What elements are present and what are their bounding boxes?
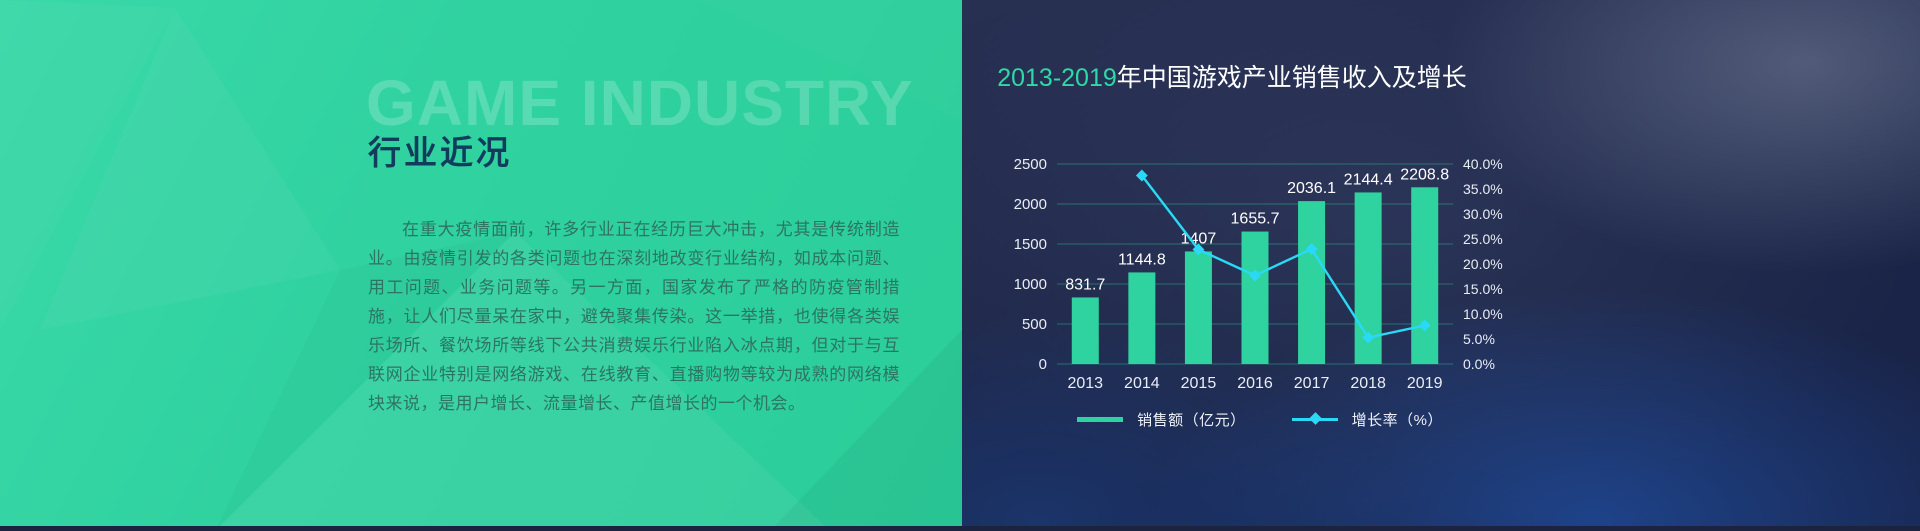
low-poly-decoration <box>40 8 830 531</box>
svg-text:1500: 1500 <box>1014 236 1047 253</box>
svg-text:5.0%: 5.0% <box>1463 331 1495 347</box>
bottom-edge-strip <box>0 526 1920 531</box>
bar-series-swatch-icon <box>1077 416 1124 422</box>
svg-text:25.0%: 25.0% <box>1463 231 1503 247</box>
svg-text:2018: 2018 <box>1350 375 1386 392</box>
svg-text:40.0%: 40.0% <box>1463 156 1503 172</box>
legend-label-growth: 增长率（%） <box>1351 411 1443 429</box>
chart-title-years: 2013-2019 <box>997 64 1117 92</box>
svg-text:2208.8: 2208.8 <box>1400 166 1449 183</box>
svg-text:10.0%: 10.0% <box>1463 306 1503 322</box>
svg-text:2144.4: 2144.4 <box>1344 171 1393 188</box>
svg-text:2500: 2500 <box>1014 156 1047 173</box>
left-panel: GAME INDUSTRY 行业近况 在重大疫情面前，许多行业正在经历巨大冲击，… <box>0 0 962 531</box>
svg-text:30.0%: 30.0% <box>1463 206 1503 222</box>
svg-text:2000: 2000 <box>1014 196 1047 213</box>
svg-text:2013: 2013 <box>1067 375 1103 392</box>
svg-text:1407: 1407 <box>1181 230 1217 247</box>
svg-text:2019: 2019 <box>1407 375 1443 392</box>
svg-text:2016: 2016 <box>1237 375 1273 392</box>
chart-svg: 0 500 1000 1500 2000 2500 0.0% 5.0% 10.0% 15.0% 20… <box>1014 156 1503 392</box>
svg-text:0: 0 <box>1039 356 1047 373</box>
legend-item-growth: 增长率（%） <box>1291 409 1443 430</box>
svg-text:35.0%: 35.0% <box>1463 181 1503 197</box>
svg-text:2014: 2014 <box>1124 375 1160 392</box>
legend-label-sales: 销售额（亿元） <box>1137 411 1246 429</box>
legend-item-sales: 销售额（亿元） <box>1077 409 1246 430</box>
svg-text:20.0%: 20.0% <box>1463 256 1503 272</box>
svg-text:1655.7: 1655.7 <box>1231 211 1280 228</box>
body-paragraph: 在重大疫情面前，许多行业正在经历巨大冲击，尤其是传统制造业。由疫情引发的各类问题… <box>368 220 900 413</box>
svg-text:0.0%: 0.0% <box>1463 356 1495 372</box>
chart-title: 2013-2019年中国游戏产业销售收入及增长 <box>992 58 1472 94</box>
svg-text:831.7: 831.7 <box>1065 276 1105 293</box>
diamond-marker-icon <box>1308 412 1322 425</box>
svg-text:2036.1: 2036.1 <box>1287 180 1336 197</box>
chart-legend: 销售额（亿元） 增长率（%） <box>1000 406 1520 432</box>
line-series-swatch-icon <box>1291 412 1338 425</box>
svg-text:1000: 1000 <box>1014 276 1047 293</box>
watermark-text: GAME INDUSTRY <box>366 67 914 139</box>
svg-text:2015: 2015 <box>1181 375 1217 392</box>
svg-text:500: 500 <box>1022 316 1047 333</box>
svg-text:15.0%: 15.0% <box>1463 281 1503 297</box>
svg-text:2017: 2017 <box>1294 375 1330 392</box>
right-panel: 2013-2019年中国游戏产业销售收入及增长 0 500 1000 1500 2000… <box>962 0 1920 531</box>
section-heading: 行业近况 <box>368 134 512 171</box>
chart-title-text: 年中国游戏产业销售收入及增长 <box>1116 64 1467 92</box>
svg-text:1144.8: 1144.8 <box>1118 251 1166 268</box>
